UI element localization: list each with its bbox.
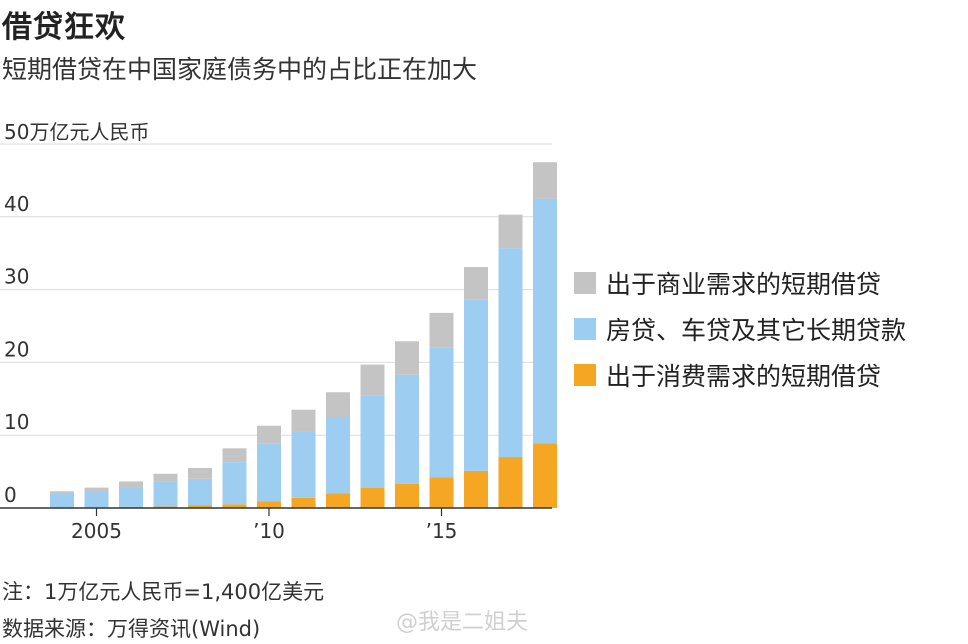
chart-title: 借贷狂欢 — [2, 10, 126, 45]
legend-label-long-term: 房贷、车贷及其它长期贷款 — [606, 316, 907, 345]
x-tick-label-2010: ’10 — [253, 519, 285, 543]
bar-2011-series-0 — [291, 497, 316, 508]
legend-item-long-term: 房贷、车贷及其它长期贷款 — [574, 306, 906, 352]
bar-2016-series-2 — [464, 267, 488, 300]
bar-2010-series-0 — [257, 501, 281, 508]
bar-2014-series-1 — [395, 374, 419, 484]
bar-2013-series-2 — [360, 364, 385, 396]
bar-2009-series-2 — [222, 448, 247, 463]
legend-label-business: 出于商业需求的短期借贷 — [606, 270, 882, 299]
chart-subtitle: 短期借贷在中国家庭债务中的占比正在加大 — [2, 55, 478, 84]
bar-2012-series-2 — [326, 392, 350, 417]
bar-2009-series-0 — [222, 504, 247, 508]
bar-2010-series-2 — [257, 425, 281, 444]
bar-2012-series-1 — [326, 417, 350, 494]
y-tick-label-10: 10 — [4, 410, 29, 434]
axes: 0 10 20 30 40 2005 ’10 ’15 — [0, 192, 552, 543]
bar-2007-series-2 — [153, 473, 178, 482]
bar-2008-series-0 — [188, 505, 212, 508]
legend-item-consumer: 出于消费需求的短期借贷 — [574, 352, 906, 398]
bar-2017-series-2 — [498, 214, 523, 249]
legend-item-business: 出于商业需求的短期借贷 — [574, 260, 906, 306]
bar-2010-series-1 — [257, 443, 281, 502]
bar-2015-series-1 — [429, 347, 454, 478]
bar-2011-series-1 — [291, 431, 316, 498]
bar-2015-series-0 — [429, 477, 454, 508]
bar-2009-series-1 — [222, 462, 247, 505]
bar-2015-series-2 — [429, 312, 454, 348]
bar-2004-series-1 — [50, 493, 74, 508]
bar-2008-series-2 — [188, 467, 212, 479]
legend-label-consumer: 出于消费需求的短期借贷 — [606, 362, 882, 391]
bar-2004-series-2 — [50, 491, 74, 494]
bar-2014-series-2 — [395, 341, 419, 375]
y-tick-label-20: 20 — [4, 337, 29, 361]
bar-2013-series-0 — [360, 487, 385, 508]
bar-2013-series-1 — [360, 395, 385, 488]
bar-2012-series-0 — [326, 493, 350, 508]
y-axis-unit-label: 50万亿元人民币 — [4, 120, 150, 144]
y-tick-label-0: 0 — [4, 483, 17, 507]
x-tick-label-2015: ’15 — [426, 519, 458, 543]
footnote: 注：1万亿元人民币=1,400亿美元 — [2, 580, 325, 604]
legend: 出于商业需求的短期借贷 房贷、车贷及其它长期贷款 出于消费需求的短期借贷 — [574, 260, 906, 398]
bar-2014-series-0 — [395, 483, 419, 508]
bar-2008-series-1 — [188, 478, 212, 506]
bar-2018-series-0 — [533, 443, 557, 508]
bar-2007-series-1 — [153, 481, 178, 507]
bar-2018-series-2 — [533, 162, 557, 199]
y-tick-label-40: 40 — [4, 192, 29, 216]
source-note: 数据来源：万得资讯(Wind) — [2, 617, 261, 641]
bar-2005-series-2 — [84, 487, 109, 492]
bar-2006-series-1 — [119, 487, 143, 507]
bar-2011-series-2 — [291, 409, 316, 432]
legend-swatch-consumer — [574, 364, 596, 386]
legend-swatch-long-term — [574, 318, 596, 340]
bar-2017-series-1 — [498, 248, 523, 458]
legend-swatch-business — [574, 272, 596, 294]
bar-2017-series-0 — [498, 457, 523, 508]
bars — [50, 162, 557, 508]
watermark: @我是二姐夫 — [396, 610, 529, 635]
bar-2005-series-1 — [84, 491, 109, 508]
bar-2006-series-2 — [119, 481, 143, 488]
y-tick-label-30: 30 — [4, 265, 29, 289]
bar-2016-series-1 — [464, 299, 488, 471]
x-tick-label-2005: 2005 — [71, 519, 122, 543]
gridlines — [0, 143, 552, 436]
bar-2018-series-1 — [533, 198, 557, 444]
bar-2016-series-0 — [464, 470, 488, 508]
